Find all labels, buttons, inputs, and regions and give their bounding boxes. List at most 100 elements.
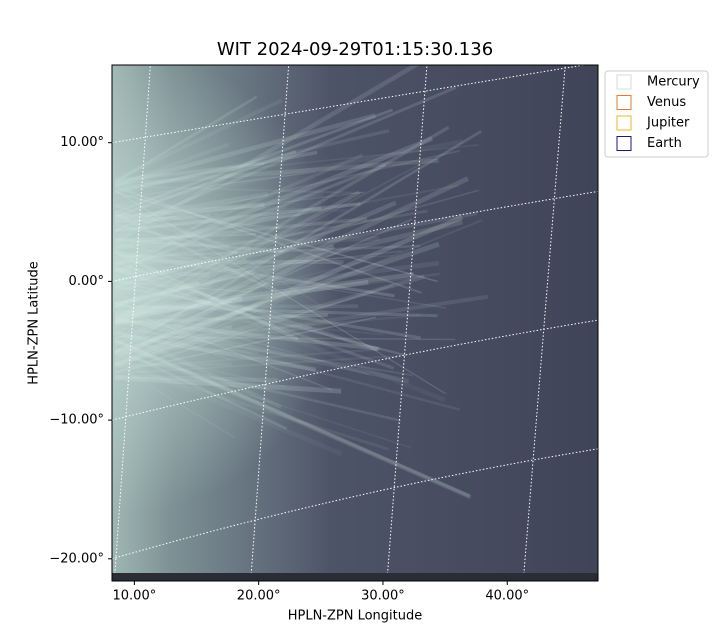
streak	[114, 280, 200, 308]
streak	[114, 209, 428, 266]
streak	[114, 258, 375, 322]
streak	[114, 338, 472, 500]
streak	[114, 108, 394, 214]
streak	[114, 291, 229, 340]
streak	[114, 265, 202, 309]
legend-marker	[616, 74, 632, 90]
streak	[114, 328, 283, 410]
streak	[114, 242, 218, 267]
streak	[114, 265, 378, 352]
streak	[114, 213, 301, 232]
streak	[114, 284, 421, 340]
streak	[114, 191, 438, 283]
streak	[114, 213, 211, 224]
streak	[114, 294, 199, 324]
streak	[114, 274, 425, 367]
streak	[114, 249, 299, 341]
streak	[114, 342, 259, 355]
streak	[114, 202, 265, 220]
streak	[114, 251, 395, 298]
streak	[114, 150, 297, 219]
streak	[114, 260, 440, 307]
streak	[113, 176, 470, 347]
streak	[114, 218, 413, 353]
y-tick-label: 0.00°	[69, 274, 104, 289]
streak	[114, 150, 318, 193]
streak	[114, 253, 447, 309]
streak	[114, 95, 258, 184]
streak	[114, 324, 233, 367]
streak	[114, 331, 199, 352]
streak	[114, 296, 243, 318]
streak	[114, 259, 344, 265]
streak	[114, 219, 483, 369]
y-axis-label: HPLN-ZPN Latitude	[27, 261, 42, 384]
streak	[114, 192, 325, 230]
streak	[114, 231, 304, 282]
streak	[114, 191, 269, 223]
streak	[114, 190, 361, 325]
streak	[114, 171, 317, 199]
grid-line	[386, 65, 428, 581]
streak	[114, 139, 464, 209]
streak	[114, 272, 441, 319]
streak	[114, 308, 384, 336]
streak	[114, 237, 284, 253]
streak	[114, 129, 390, 195]
streak	[113, 65, 421, 245]
legend-label: Earth	[647, 136, 682, 151]
legend-marker	[616, 95, 632, 110]
y-tick-label: −10.00°	[49, 413, 104, 428]
streak	[114, 157, 432, 329]
grid-line	[522, 65, 566, 581]
y-tick-label: 10.00°	[60, 135, 104, 150]
streak	[114, 161, 265, 182]
grid-line	[250, 65, 290, 581]
legend-marker	[616, 136, 632, 151]
streak	[114, 274, 244, 305]
streak	[114, 304, 258, 355]
x-tick-label: 20.00°	[237, 589, 281, 604]
streak	[114, 292, 291, 353]
streak	[114, 200, 397, 327]
streak	[114, 180, 320, 306]
streak	[114, 336, 456, 341]
grid-line	[113, 65, 151, 581]
grid-line	[112, 65, 587, 144]
streak	[114, 203, 212, 242]
streak	[114, 211, 281, 230]
legend-marker	[616, 115, 632, 131]
streak	[114, 184, 363, 195]
streak	[114, 363, 235, 439]
streak	[114, 305, 209, 340]
streak	[114, 348, 382, 369]
image-glow	[112, 65, 598, 581]
streak	[114, 203, 288, 299]
streak	[113, 244, 335, 362]
legend	[604, 70, 709, 158]
streak	[114, 278, 407, 357]
streak	[114, 113, 376, 188]
y-tick-label: −20.00°	[49, 551, 104, 566]
streak	[114, 374, 279, 383]
streak	[114, 136, 434, 268]
streak	[114, 316, 460, 411]
legend-label: Jupiter	[646, 116, 690, 131]
streak	[114, 213, 219, 278]
streak	[114, 158, 439, 187]
x-axis-label: HPLN-ZPN Longitude	[288, 609, 423, 624]
streak	[114, 204, 348, 213]
streak	[114, 184, 459, 249]
image	[112, 65, 598, 581]
streak	[114, 346, 288, 430]
chart-title: WIT 2024-09-29T01:15:30.136	[217, 39, 493, 60]
streak	[114, 353, 402, 422]
streak	[114, 281, 253, 293]
streak	[114, 314, 421, 344]
x-tick-label: 10.00°	[113, 589, 157, 604]
streak	[114, 338, 471, 498]
streak	[114, 304, 438, 318]
legend-label: Venus	[647, 95, 686, 110]
streak	[114, 163, 387, 274]
streak	[114, 319, 231, 360]
